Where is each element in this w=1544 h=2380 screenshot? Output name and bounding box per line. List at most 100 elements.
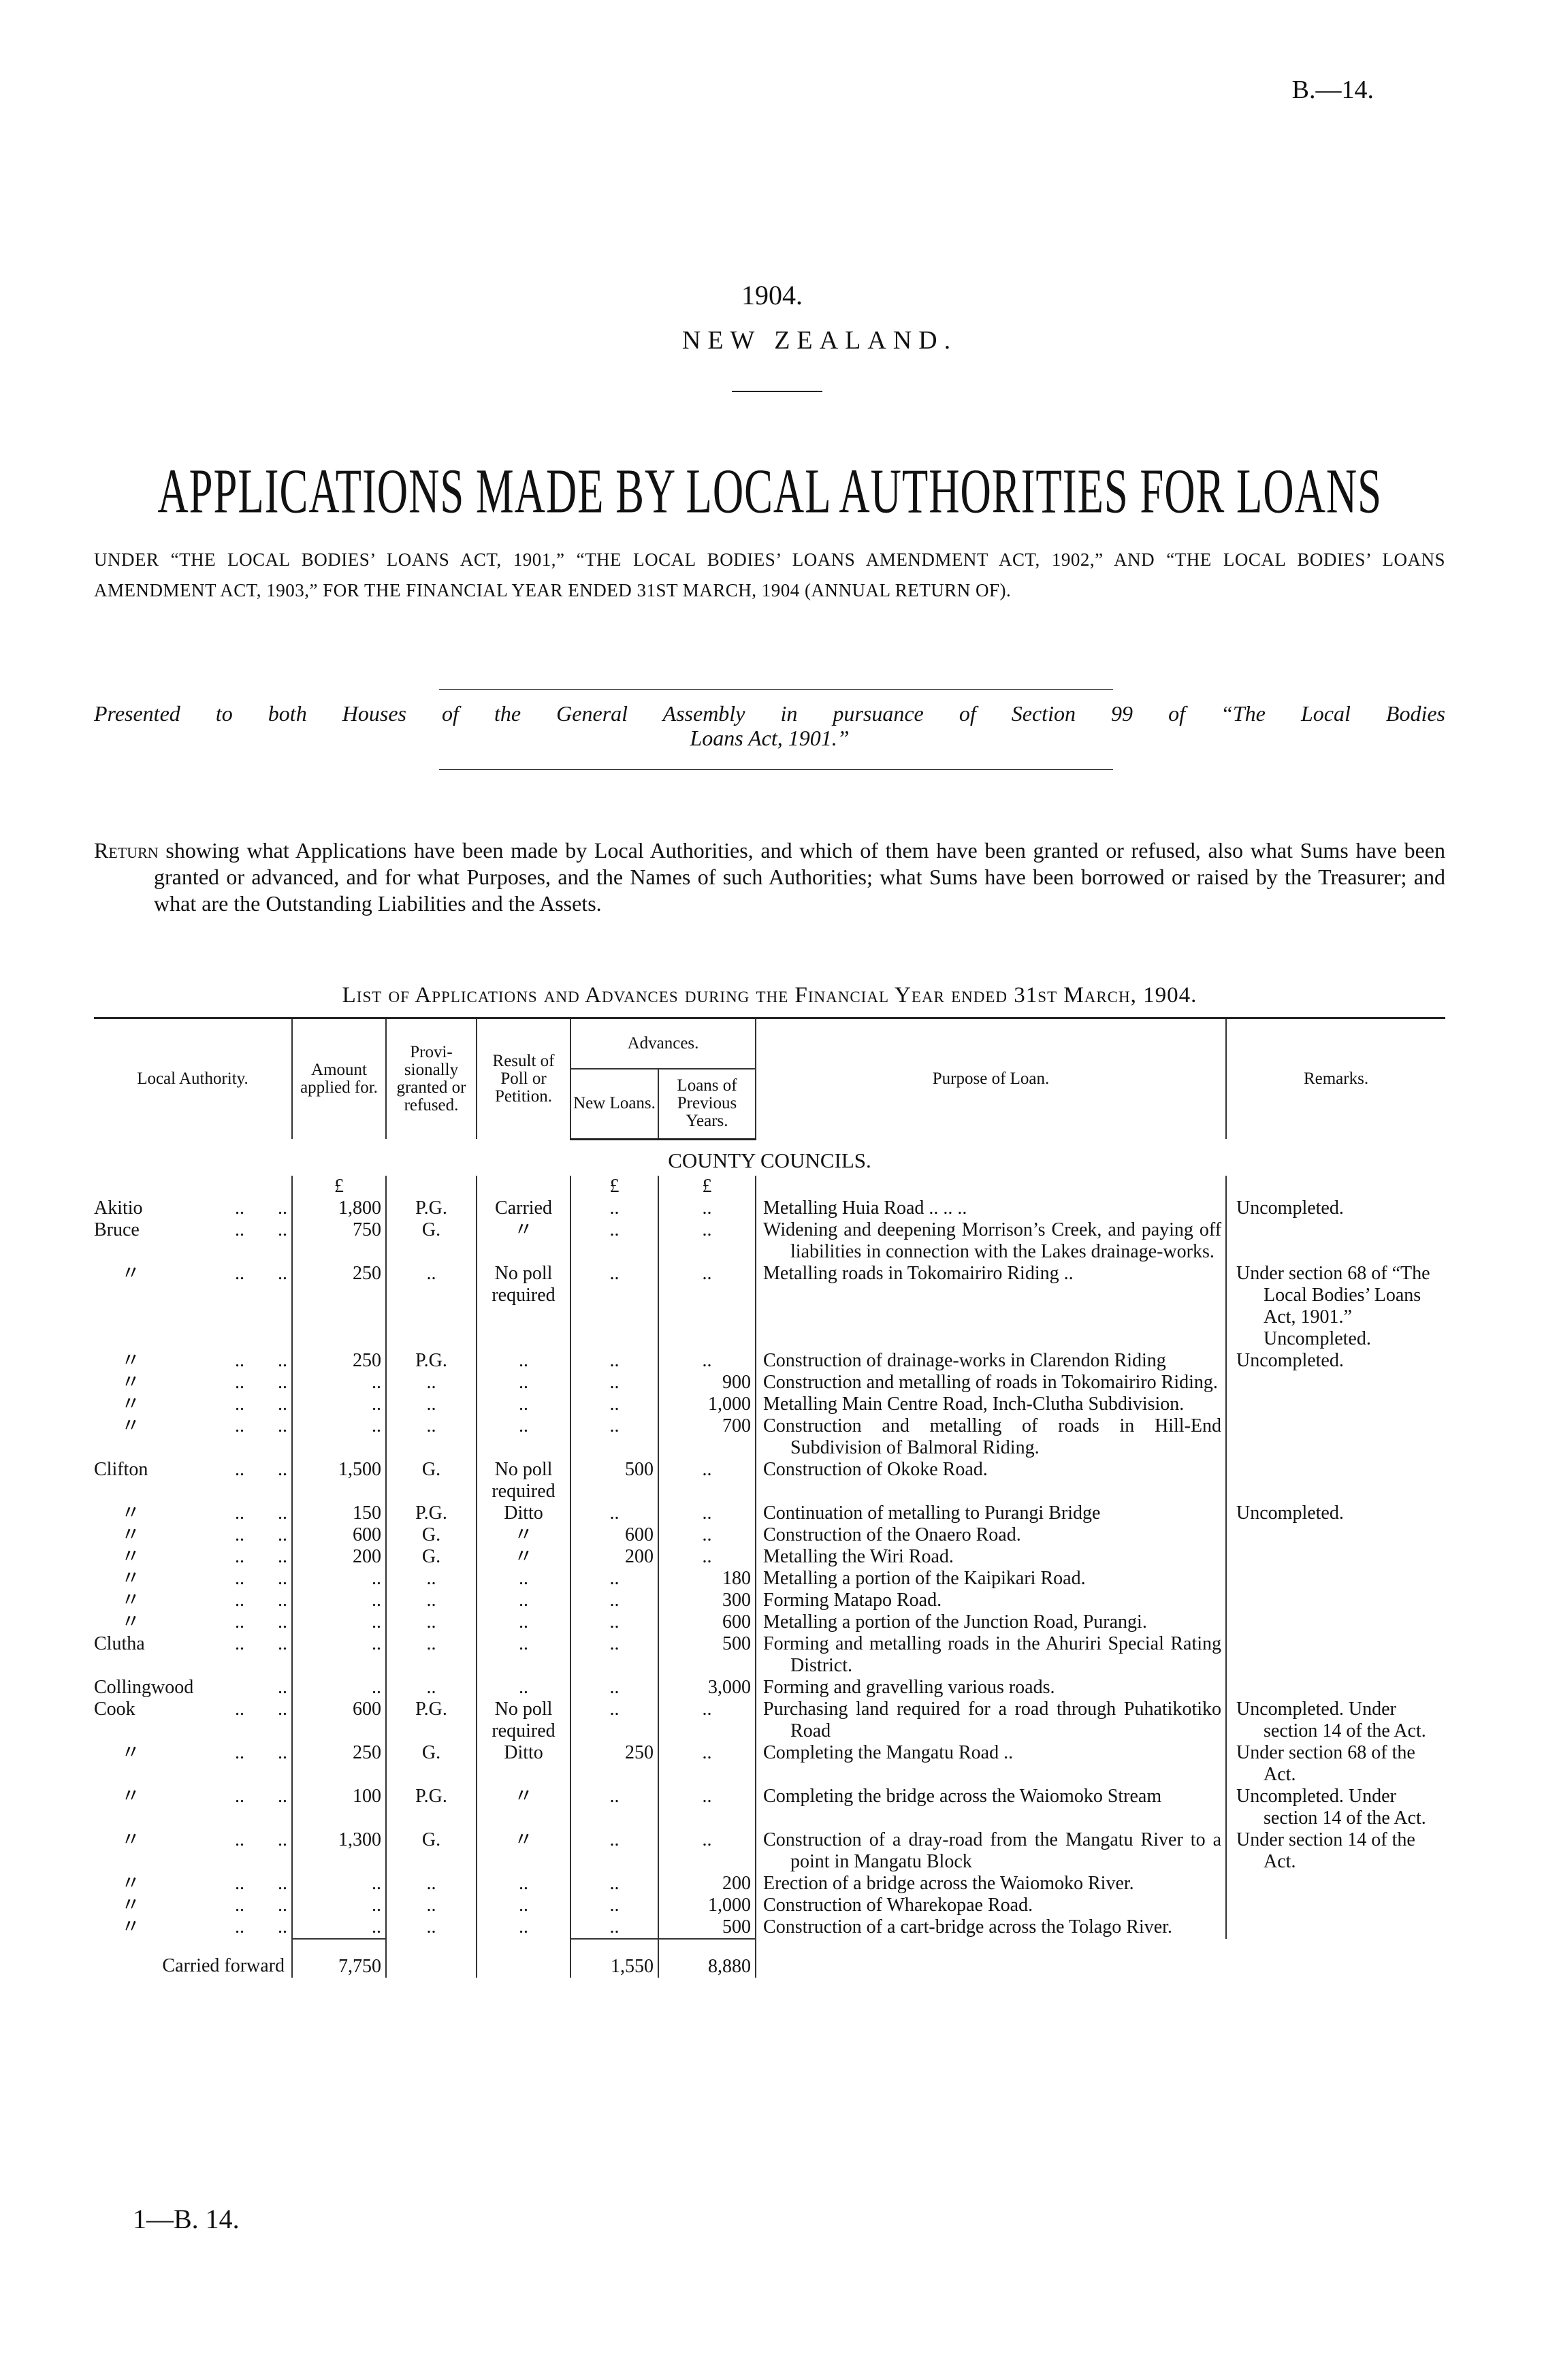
- new-loans-cell: ..: [570, 1567, 658, 1590]
- provisional-cell: G.: [385, 1829, 477, 1873]
- result-cell: No poll required: [476, 1262, 570, 1350]
- previous-loans-cell: 200: [657, 1872, 756, 1895]
- purpose-cell-text: Construction of a cart-bridge across the…: [763, 1916, 1172, 1937]
- new-loans-cell: ..: [570, 1829, 658, 1873]
- provisional-cell: P.G.: [385, 1197, 477, 1219]
- purpose-cell: Purchasing land required for a road thro…: [755, 1698, 1227, 1742]
- result-cell: 〃: [476, 1545, 570, 1568]
- local-authority-cell: 〃 .. ..: [94, 1829, 292, 1873]
- header-purpose: Purpose of Loan.: [755, 1017, 1227, 1139]
- provisional-cell: ..: [385, 1611, 477, 1633]
- new-loans-cell: ..: [570, 1698, 658, 1742]
- result-cell: ..: [476, 1872, 570, 1895]
- new-loans-cell: 200: [570, 1545, 658, 1568]
- previous-loans-cell: ..: [657, 1785, 756, 1829]
- amount-cell: ..: [291, 1393, 386, 1415]
- remarks-cell: Under section 14 of the Act.: [1225, 1829, 1446, 1873]
- leader-dots: .. ..: [235, 1829, 287, 1850]
- purpose-cell-text: Completing the Mangatu Road ..: [763, 1741, 1014, 1763]
- authority-name: 〃: [121, 1262, 141, 1284]
- purpose-cell: Continuation of metalling to Purangi Bri…: [755, 1502, 1227, 1524]
- leader-dots: .. ..: [235, 1611, 287, 1633]
- new-loans-cell: ..: [570, 1415, 658, 1459]
- empty-cell: [385, 1938, 477, 1978]
- previous-loans-cell: 300: [657, 1589, 756, 1611]
- authority-name: 〃: [121, 1916, 141, 1937]
- leader-dots: ..: [278, 1676, 287, 1698]
- purpose-cell-text: Construction of drainage-works in Claren…: [763, 1349, 1166, 1371]
- remarks-cell: Uncompleted.: [1225, 1502, 1446, 1524]
- purpose-cell-text: Widening and deepening Morrison’s Creek,…: [763, 1219, 1222, 1262]
- authority-name: 〃: [121, 1872, 141, 1894]
- authority-name: 〃: [121, 1349, 141, 1371]
- result-cell: 〃: [476, 1524, 570, 1546]
- remarks-cell: [1225, 1458, 1446, 1502]
- leader-dots: .. ..: [235, 1197, 287, 1219]
- amount-cell: ..: [291, 1916, 386, 1939]
- provisional-cell: G.: [385, 1741, 477, 1786]
- previous-loans-cell: 500: [657, 1633, 756, 1677]
- purpose-cell-text: Purchasing land required for a road thro…: [763, 1698, 1222, 1741]
- amount-cell: 600: [291, 1698, 386, 1742]
- leader-dots: .. ..: [235, 1262, 287, 1284]
- table-row: 〃.. .......... 180 Metalling a portion of …: [94, 1567, 1446, 1590]
- new-loans-cell: 500: [570, 1458, 658, 1502]
- local-authority-cell: Cook .. ..: [94, 1699, 292, 1742]
- previous-loans-cell: 1,000: [657, 1393, 756, 1415]
- purpose-cell-text: Completing the bridge across the Waiomok…: [763, 1785, 1162, 1807]
- table-row: Clifton .. .. 1,500 G. No poll required 500..…: [94, 1458, 1446, 1502]
- purpose-cell: Metalling Main Centre Road, Inch-Clutha …: [755, 1393, 1227, 1415]
- new-loans-cell: ..: [570, 1262, 658, 1350]
- list-title: List of Applications and Advances during…: [342, 983, 1197, 1008]
- purpose-cell: Construction of drainage-works in Claren…: [755, 1349, 1227, 1372]
- authority-name: 〃: [121, 1567, 141, 1589]
- new-loans-cell: ..: [570, 1633, 658, 1677]
- new-loans-cell: ..: [570, 1916, 658, 1939]
- amount-cell: 600: [291, 1524, 386, 1546]
- purpose-cell-text: Metalling a portion of the Junction Road…: [763, 1611, 1147, 1633]
- new-loans-cell: ..: [570, 1393, 658, 1415]
- remarks-cell: [1225, 1916, 1446, 1939]
- amount-cell: ..: [291, 1633, 386, 1677]
- result-cell: ..: [476, 1633, 570, 1677]
- authority-name: 〃: [121, 1371, 141, 1393]
- total-previous-loans: 8,880: [657, 1937, 756, 1978]
- purpose-cell-text: Forming Matapo Road.: [763, 1589, 942, 1611]
- result-cell: Ditto: [476, 1741, 570, 1786]
- purpose-cell: Construction of the Onaero Road.: [755, 1524, 1227, 1546]
- leader-dots: .. ..: [235, 1349, 287, 1371]
- authority-name: Clutha: [94, 1633, 145, 1654]
- previous-loans-cell: ..: [657, 1197, 756, 1219]
- result-cell: Ditto: [476, 1502, 570, 1524]
- table-row: 〃.. .......... 900 Construction and metall…: [94, 1371, 1446, 1394]
- leader-dots: .. ..: [235, 1916, 287, 1937]
- result-cell: 〃: [476, 1829, 570, 1873]
- result-cell: 〃: [476, 1219, 570, 1263]
- remarks-cell-text: Uncompleted.: [1236, 1349, 1344, 1371]
- leader-dots: .. ..: [235, 1458, 287, 1480]
- table-row: Cook.. .. 600 P.G. No poll required.... Purc…: [94, 1698, 1446, 1742]
- local-authority-cell: 〃 .. ..: [94, 1590, 292, 1611]
- leader-dots: .. ..: [235, 1589, 287, 1611]
- purpose-cell: Construction of Okoke Road.: [755, 1458, 1227, 1502]
- local-authority-cell: 〃 .. ..: [94, 1546, 292, 1568]
- new-loans-cell: ..: [570, 1197, 658, 1219]
- remarks-cell: [1225, 1415, 1446, 1459]
- previous-loans-cell: 3,000: [657, 1676, 756, 1699]
- table-row: 〃.. .......... 600 Metalling a portion of …: [94, 1611, 1446, 1633]
- previous-loans-cell: ..: [657, 1262, 756, 1350]
- purpose-cell-text: Construction of a dray-road from the Man…: [763, 1829, 1222, 1872]
- table-row: 〃.. .......... 300 Forming Matapo Road.: [94, 1589, 1446, 1611]
- remarks-cell: [1225, 1371, 1446, 1394]
- leader-dots: .. ..: [235, 1415, 287, 1436]
- table-row: 〃.. .. 600 G. 〃 600.. Construction of the Ona…: [94, 1524, 1446, 1546]
- authority-name: Cook: [94, 1698, 135, 1720]
- purpose-cell-text: Forming and gravelling various roads.: [763, 1676, 1055, 1698]
- leader-dots: .. ..: [235, 1872, 287, 1894]
- provisional-cell: G.: [385, 1524, 477, 1546]
- authority-name: 〃: [121, 1545, 141, 1567]
- header-result: Result of Poll or Petition.: [476, 1017, 570, 1139]
- provisional-cell: ..: [385, 1567, 477, 1590]
- remarks-cell: Uncompleted.: [1225, 1349, 1446, 1372]
- table-row: Bruce.. .. 750 G. 〃.... Widening and deepeni…: [94, 1219, 1446, 1263]
